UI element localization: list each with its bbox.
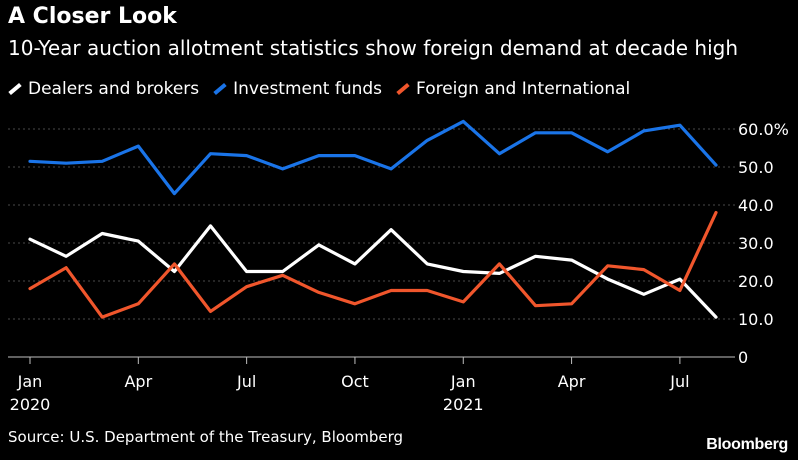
x-tick-year-label: 2020 <box>10 395 51 414</box>
x-axis-labels: Jan 2020 Apr Jul Oct Jan 2021 Apr Jul <box>10 372 690 414</box>
x-tick-label: Jan <box>17 372 43 391</box>
y-tick-label: 0 <box>738 348 748 367</box>
x-axis <box>8 356 735 364</box>
y-tick-label: 10.0 <box>738 310 774 329</box>
y-axis-labels: 0 10.0 20.0 30.0 40.0 50.0 60.0% <box>738 120 789 367</box>
x-tick-label: Apr <box>124 372 152 391</box>
y-tick-label: 30.0 <box>738 234 774 253</box>
x-tick-label: Oct <box>341 372 369 391</box>
x-tick-label: Jul <box>669 372 689 391</box>
legend-label-foreign: Foreign and International <box>416 79 631 99</box>
series-lines <box>28 119 718 319</box>
series-line-investment-funds <box>28 119 718 196</box>
y-tick-label: 40.0 <box>738 196 774 215</box>
legend-item-investment-funds: Investment funds <box>213 79 382 99</box>
chart-title: A Closer Look <box>8 4 177 29</box>
y-tick-label: 50.0 <box>738 158 774 177</box>
series-line-foreign <box>28 210 718 319</box>
legend-label-investment-funds: Investment funds <box>233 79 383 99</box>
grid-lines <box>8 128 735 320</box>
legend-item-foreign: Foreign and International <box>396 79 630 99</box>
brand-logo: Bloomberg <box>706 436 788 453</box>
legend-swatch-investment-funds <box>213 82 227 96</box>
source-note: Source: U.S. Department of the Treasury,… <box>8 428 404 446</box>
legend-swatch-foreign <box>396 82 410 96</box>
x-tick-label: Jul <box>236 372 256 391</box>
x-tick-year-label: 2021 <box>443 395 484 414</box>
y-tick-label: 60.0% <box>738 120 789 139</box>
y-tick-label: 20.0 <box>738 272 774 291</box>
x-tick-label: Apr <box>558 372 586 391</box>
legend-item-dealers: Dealers and brokers <box>8 79 199 99</box>
x-tick-label: Jan <box>450 372 476 391</box>
line-chart: 0 10.0 20.0 30.0 40.0 50.0 60.0% Jan 2020 Apr Jul… <box>8 119 789 414</box>
legend: Dealers and brokers Investment funds For… <box>8 78 644 100</box>
legend-label-dealers: Dealers and brokers <box>28 79 200 99</box>
legend-swatch-dealers <box>8 82 22 96</box>
chart-subtitle: 10-Year auction allotment statistics sho… <box>8 36 739 60</box>
series-line-dealers <box>28 224 718 319</box>
